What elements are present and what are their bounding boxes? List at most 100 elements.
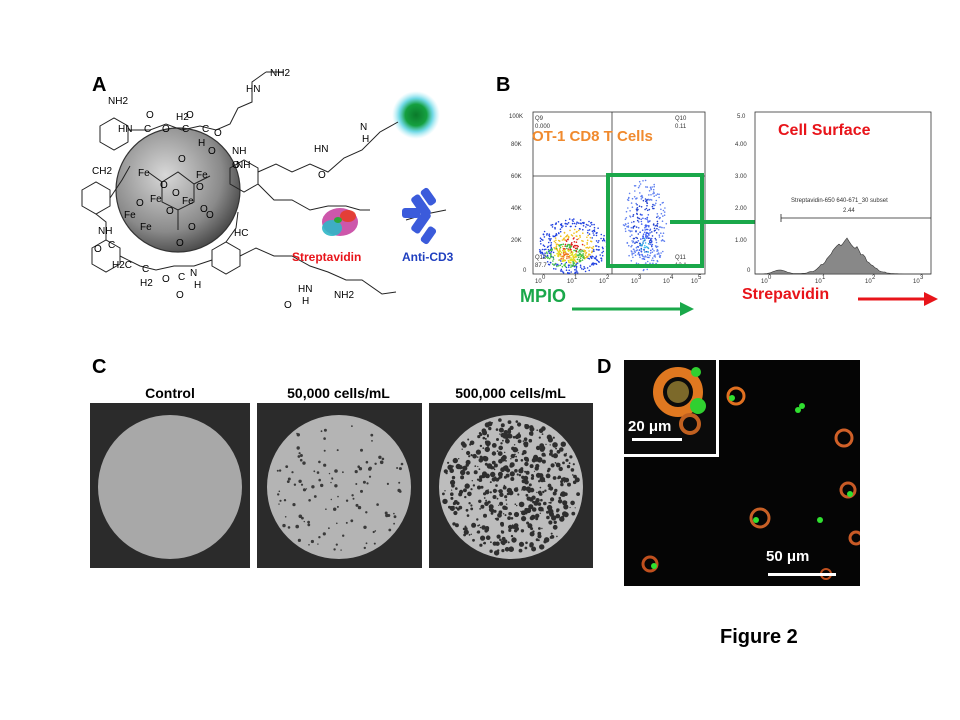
chem-label: N [190, 268, 198, 279]
panel-c-letter: C [92, 356, 107, 378]
y-tick: 60K [511, 174, 522, 180]
quadrant-label: Q12 [535, 255, 547, 261]
y-tick: 0 [747, 268, 751, 274]
x-tick: 10 [865, 279, 872, 285]
y-tick: 1.00 [735, 238, 747, 244]
quadrant-value: 0.000 [535, 124, 551, 130]
inset-micrograph: 20 μm [624, 360, 719, 457]
mpio-axis-arrow [572, 302, 694, 316]
x-tick: 10 [535, 279, 542, 285]
x-tick-exp: 2 [606, 275, 610, 281]
chem-label: C [108, 240, 116, 251]
y-tick: 80K [511, 142, 522, 148]
histogram-fill [755, 237, 931, 275]
chem-label: H2 [176, 112, 189, 123]
chem-label: O [196, 182, 204, 193]
scatter-title: OT-1 CD8 T Cells [532, 128, 653, 145]
x-tick-exp: 3 [920, 275, 924, 281]
chem-label: HN [298, 284, 313, 295]
y-tick: 2.00 [735, 206, 747, 212]
chem-label: O [176, 290, 184, 301]
chem-label: NH [98, 226, 113, 237]
y-tick: 20K [511, 238, 522, 244]
panel-a-chemical-structure [81, 71, 447, 295]
chem-label: O [214, 128, 222, 139]
histogram-title: Cell Surface [778, 122, 871, 139]
mpio-axis-label: MPIO [520, 286, 567, 306]
chem-label: HN [314, 144, 329, 155]
x-tick: 10 [567, 279, 574, 285]
chem-label: O [166, 206, 174, 217]
chem-label: Fe [140, 222, 152, 233]
facs-histogram-plot: 5.0 4.00 3.00 2.00 1.00 0 10 0 10 1 10 2… [735, 111, 932, 285]
quadrant-label: Q9 [535, 116, 544, 122]
chem-label: C [202, 124, 210, 135]
mri-image-control [90, 403, 250, 568]
gate-label: Streptavidin-650 640-671_30 subset [791, 198, 888, 204]
streptavidin-protein-icon [322, 208, 358, 236]
chem-label: O [162, 124, 170, 135]
chem-label: O [178, 154, 186, 165]
main-scale-label: 50 μm [766, 548, 810, 565]
chem-label: NH [232, 146, 247, 157]
chem-label: NH2 [108, 96, 129, 107]
chem-label: C [142, 264, 150, 275]
chem-label: NH2 [270, 68, 291, 79]
chem-label: O [206, 210, 214, 221]
y-tick: 4.00 [735, 142, 747, 148]
x-tick-exp: 1 [822, 275, 826, 281]
main-scale-bar [768, 573, 836, 576]
panel-a-letter: A [92, 74, 107, 96]
chem-label: O [146, 110, 154, 121]
chem-label: O [136, 198, 144, 209]
x-tick-exp: 3 [638, 275, 642, 281]
chem-label: H [302, 296, 310, 307]
figure-label: Figure 2 [720, 626, 798, 648]
quadrant-label: Q11 [675, 255, 687, 261]
chem-label: Fe [138, 168, 150, 179]
x-tick: 10 [691, 279, 698, 285]
chem-label: O [208, 146, 216, 157]
quadrant-value: 0.11 [675, 124, 687, 130]
x-tick: 10 [663, 279, 670, 285]
strepavidin-axis-label: Strepavidin [742, 286, 830, 303]
y-tick: 100K [509, 114, 523, 120]
mri-title-500k: 500,000 cells/mL [455, 385, 566, 401]
quadrant-value: 87.7 [535, 263, 547, 269]
y-tick: 5.0 [737, 114, 746, 120]
chem-label: Fe [150, 194, 162, 205]
chem-label: Fe [124, 210, 136, 221]
chem-label: HN [118, 124, 133, 135]
anti-cd3-label: Anti-CD3 [402, 250, 454, 264]
panel-b-letter: B [496, 74, 511, 96]
gate-value: 2.44 [843, 208, 855, 214]
chem-label: O [176, 238, 184, 249]
quadrant-label: Q10 [675, 116, 687, 122]
y-tick: 40K [511, 206, 522, 212]
x-tick: 10 [599, 279, 606, 285]
x-tick: 10 [913, 279, 920, 285]
chem-label: NH2 [334, 290, 355, 301]
x-tick: 10 [761, 279, 768, 285]
x-tick-exp: 0 [542, 275, 546, 281]
chem-label: O [188, 222, 196, 233]
x-tick: 10 [815, 279, 822, 285]
chem-label: O [200, 204, 208, 215]
fluorescent-dye-icon [392, 91, 440, 139]
inset-scale-bar [632, 438, 682, 441]
chem-label: O [318, 170, 326, 181]
chem-label: H [198, 138, 206, 149]
chem-label: C [144, 124, 152, 135]
x-tick: 10 [631, 279, 638, 285]
x-tick-exp: 4 [670, 275, 674, 281]
x-tick-exp: 0 [768, 275, 772, 281]
chem-label: C [178, 272, 186, 283]
chem-label: HC [234, 228, 249, 239]
chem-label: O [162, 274, 170, 285]
chem-label: O [94, 244, 102, 255]
chem-label: N [360, 122, 368, 133]
chem-label: O [186, 110, 194, 121]
chem-label: O [284, 300, 292, 311]
chem-label: Fe [196, 170, 208, 181]
mri-image-500k [429, 403, 593, 568]
